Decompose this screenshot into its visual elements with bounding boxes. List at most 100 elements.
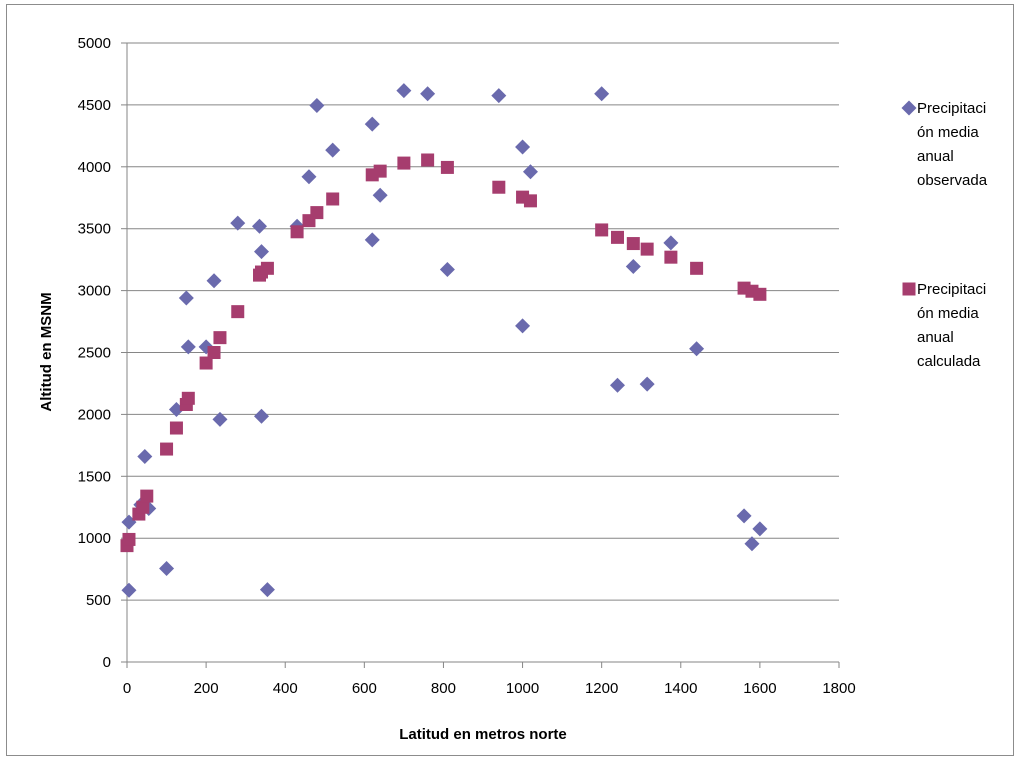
y-axis-ticks: 0 500 1000 1500 2000 2500 3000 3500 4000 4500 5000 <box>78 35 127 671</box>
observed-point <box>594 86 610 102</box>
calculated-point <box>640 242 654 256</box>
y-tick-label: 500 <box>86 592 111 609</box>
y-tick-label: 2500 <box>78 345 111 362</box>
calculated-point <box>260 261 274 275</box>
x-tick-label: 1600 <box>743 680 776 697</box>
calculated-point <box>610 230 624 244</box>
observed-point <box>736 508 752 524</box>
calculated-point <box>523 194 537 208</box>
calculated-point <box>626 237 640 251</box>
calculated-point <box>181 391 195 405</box>
plot-points <box>120 83 768 598</box>
legend: Precipitaci ón media anual observada Precipi… <box>901 100 988 370</box>
observed-point <box>178 290 194 306</box>
observed-point <box>439 262 455 278</box>
observed-point <box>689 341 705 357</box>
observed-point <box>420 86 436 102</box>
calculated-point <box>440 160 454 174</box>
calculated-point <box>160 442 174 456</box>
legend-label-1: observada <box>917 172 988 189</box>
legend-label-2: ón media <box>917 305 979 322</box>
y-tick-label: 1500 <box>78 468 111 485</box>
calculated-point <box>397 156 411 170</box>
legend-marker-1 <box>901 100 917 116</box>
observed-point <box>180 339 196 355</box>
series-2-points <box>120 153 767 553</box>
calculated-point <box>690 261 704 275</box>
calculated-point <box>140 489 154 503</box>
observed-point <box>252 218 268 234</box>
observed-point <box>253 408 269 424</box>
observed-point <box>752 521 768 537</box>
observed-point <box>325 142 341 158</box>
calculated-point <box>492 180 506 194</box>
x-tick-label: 1000 <box>506 680 539 697</box>
y-tick-label: 3000 <box>78 283 111 300</box>
x-tick-label: 400 <box>273 680 298 697</box>
x-tick-label: 0 <box>123 680 131 697</box>
x-axis-title: Latitud en metros norte <box>399 726 567 743</box>
calculated-point <box>122 532 136 546</box>
legend-label-1: ón media <box>917 124 979 141</box>
observed-point <box>301 169 317 185</box>
calculated-point <box>290 225 304 239</box>
legend-label-2: anual <box>917 329 954 346</box>
observed-point <box>259 582 275 598</box>
calculated-point <box>373 164 387 178</box>
observed-point <box>121 582 137 598</box>
calculated-point <box>136 500 150 514</box>
observed-point <box>522 164 538 180</box>
y-tick-label: 3500 <box>78 221 111 238</box>
gridlines <box>127 42 839 601</box>
observed-point <box>396 83 412 99</box>
calculated-point <box>421 153 435 167</box>
x-tick-label: 200 <box>194 680 219 697</box>
observed-point <box>639 376 655 392</box>
y-axis-title: Altitud en MSNM <box>38 292 55 411</box>
legend-label-2: calculada <box>917 353 981 370</box>
calculated-point <box>310 206 324 220</box>
calculated-point <box>169 421 183 435</box>
x-tick-label: 1400 <box>664 680 697 697</box>
x-tick-label: 800 <box>431 680 456 697</box>
observed-point <box>364 232 380 248</box>
observed-point <box>159 561 175 577</box>
y-tick-label: 4500 <box>78 97 111 114</box>
observed-point <box>212 411 228 427</box>
observed-point <box>744 536 760 552</box>
y-tick-label: 0 <box>103 654 111 671</box>
observed-point <box>372 187 388 203</box>
observed-point <box>230 215 246 231</box>
x-tick-label: 1200 <box>585 680 618 697</box>
observed-point <box>364 116 380 132</box>
legend-label-1: Precipitaci <box>917 100 986 117</box>
observed-point <box>625 258 641 274</box>
calculated-point <box>231 305 245 319</box>
y-tick-label: 2000 <box>78 406 111 423</box>
calculated-point <box>213 331 227 345</box>
y-tick-label: 4000 <box>78 159 111 176</box>
calculated-point <box>326 192 340 206</box>
calculated-point <box>664 250 678 264</box>
calculated-point <box>753 287 767 301</box>
calculated-point <box>595 223 609 237</box>
observed-point <box>309 98 325 114</box>
observed-point <box>206 273 222 289</box>
legend-marker-2 <box>902 282 916 296</box>
x-tick-label: 600 <box>352 680 377 697</box>
y-tick-label: 1000 <box>78 530 111 547</box>
y-tick-label: 5000 <box>78 35 111 52</box>
observed-point <box>609 377 625 393</box>
legend-label-1: anual <box>917 148 954 165</box>
observed-point <box>663 235 679 251</box>
legend-label-2: Precipitaci <box>917 281 986 298</box>
calculated-point <box>199 356 213 370</box>
x-tick-label: 1800 <box>822 680 855 697</box>
chart-area <box>6 4 1014 756</box>
observed-point <box>491 88 507 104</box>
observed-point <box>253 244 269 260</box>
x-axis-ticks: 0 200 400 600 800 1000 1200 1400 1600 1800 <box>123 662 856 697</box>
observed-point <box>515 318 531 334</box>
observed-point <box>137 448 153 464</box>
